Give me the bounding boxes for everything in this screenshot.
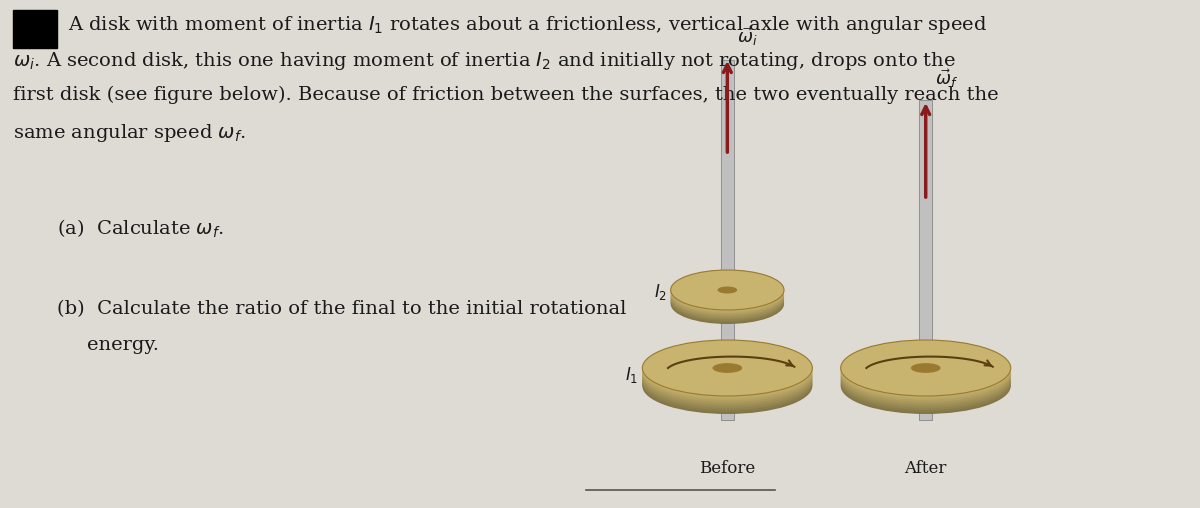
Ellipse shape	[642, 356, 812, 412]
Bar	[919, 100, 932, 420]
Ellipse shape	[841, 342, 1010, 398]
Ellipse shape	[841, 344, 1010, 400]
Bar	[721, 60, 734, 420]
Ellipse shape	[671, 282, 784, 323]
Ellipse shape	[642, 340, 812, 396]
Ellipse shape	[671, 272, 784, 311]
Text: $I_2$: $I_2$	[654, 282, 667, 302]
Ellipse shape	[841, 352, 1010, 408]
Ellipse shape	[671, 270, 784, 310]
Text: Before: Before	[700, 460, 756, 477]
Ellipse shape	[642, 350, 812, 406]
Ellipse shape	[841, 340, 1010, 396]
Text: (b)  Calculate the ratio of the final to the initial rotational: (b) Calculate the ratio of the final to …	[56, 300, 626, 318]
Ellipse shape	[671, 276, 784, 316]
Ellipse shape	[642, 352, 812, 408]
Ellipse shape	[671, 281, 784, 321]
Ellipse shape	[841, 356, 1010, 412]
Ellipse shape	[841, 358, 1010, 414]
Ellipse shape	[841, 348, 1010, 404]
Bar	[13, 10, 56, 48]
Text: $\vec{\omega}_f$: $\vec{\omega}_f$	[935, 67, 959, 90]
Ellipse shape	[718, 287, 737, 294]
Ellipse shape	[671, 270, 784, 310]
Ellipse shape	[642, 346, 812, 402]
Text: energy.: energy.	[86, 336, 158, 354]
Ellipse shape	[671, 279, 784, 320]
Ellipse shape	[642, 348, 812, 404]
Text: same angular speed $\omega_f$.: same angular speed $\omega_f$.	[13, 122, 246, 144]
Ellipse shape	[642, 354, 812, 410]
Ellipse shape	[671, 284, 784, 324]
Ellipse shape	[671, 278, 784, 318]
Text: $I_1$: $I_1$	[625, 365, 638, 385]
Text: (a)  Calculate $\omega_f$.: (a) Calculate $\omega_f$.	[56, 218, 223, 240]
Text: first disk (see figure below). Because of friction between the surfaces, the two: first disk (see figure below). Because o…	[13, 86, 998, 104]
Text: $\vec{\omega}_i$: $\vec{\omega}_i$	[737, 25, 757, 48]
Ellipse shape	[642, 340, 812, 396]
Ellipse shape	[642, 358, 812, 414]
Text: A disk with moment of inertia $I_1$ rotates about a frictionless, vertical axle : A disk with moment of inertia $I_1$ rota…	[68, 14, 988, 36]
Ellipse shape	[713, 363, 743, 373]
Text: After: After	[905, 460, 947, 477]
Ellipse shape	[671, 275, 784, 314]
Ellipse shape	[841, 354, 1010, 410]
Ellipse shape	[841, 346, 1010, 402]
Ellipse shape	[841, 340, 1010, 396]
Ellipse shape	[671, 273, 784, 313]
Ellipse shape	[642, 342, 812, 398]
Ellipse shape	[642, 344, 812, 400]
Ellipse shape	[911, 363, 941, 373]
Text: $\omega_i$. A second disk, this one having moment of inertia $I_2$ and initially: $\omega_i$. A second disk, this one havi…	[13, 50, 956, 72]
Ellipse shape	[841, 350, 1010, 406]
